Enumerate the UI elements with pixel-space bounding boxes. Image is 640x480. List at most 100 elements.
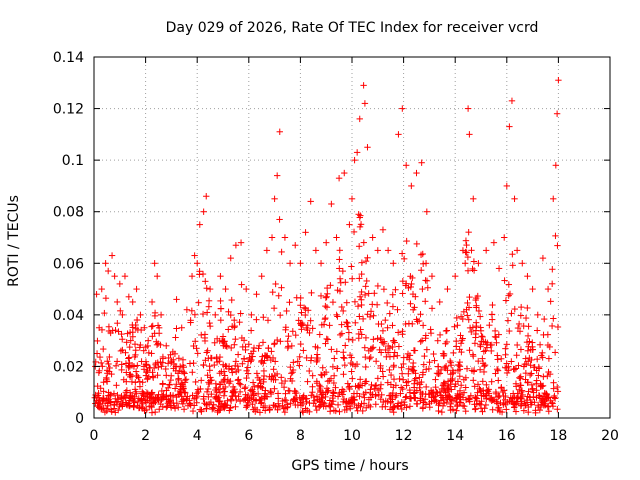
data-point [508,97,516,105]
data-point-cloud [323,335,330,343]
data-point-cloud [402,394,409,401]
data-point-cloud [503,369,511,377]
data-point-cloud [323,293,330,300]
data-point-cloud [524,347,532,354]
data-point [513,247,521,254]
data-point-cloud [209,404,216,411]
data-point-cloud [508,358,515,365]
data-point-cloud [260,375,267,383]
data-point-cloud [206,367,214,374]
data-point-cloud [308,289,315,297]
data-point-cloud [525,323,532,330]
data-point-cloud [309,325,316,332]
data-point-cloud [227,377,234,385]
data-point-cloud [470,258,478,265]
data-point-cloud [173,381,180,388]
data-point-cloud [394,352,401,359]
data-point-cloud [149,322,156,330]
data-point-cloud [158,396,165,403]
data-point-cloud [393,392,400,399]
data-point-cloud [476,366,484,373]
data-point-cloud [225,365,233,373]
data-point-cloud [506,327,513,335]
data-point [333,234,340,241]
data-point-cloud [306,399,313,407]
data-point-cloud [367,353,374,361]
data-point [553,110,561,117]
data-point-cloud [257,396,264,404]
data-point-cloud [182,376,190,383]
data-point-cloud [159,359,166,366]
data-point-cloud [133,316,141,324]
data-point [168,358,175,365]
data-point-cloud [439,382,447,389]
data-point [539,254,547,262]
data-point-cloud [417,311,424,318]
data-point-cloud [101,309,108,317]
data-point-cloud [236,380,243,387]
data-point-cloud [464,267,472,274]
data-point-cloud [347,405,354,412]
data-point-cloud [432,376,439,383]
data-point-cloud [346,351,354,359]
data-point-cloud [436,370,444,377]
data-point-cloud [234,377,242,384]
data-point-cloud [363,277,370,285]
data-point-cloud [358,270,365,278]
data-point-cloud [261,402,269,410]
data-point-cloud [328,346,335,353]
data-point-cloud [480,368,488,376]
data-point-cloud [518,387,526,394]
data-point-cloud [372,391,379,398]
data-point-cloud [352,319,359,327]
data-point-cloud [356,214,364,221]
data-point-cloud [91,394,98,401]
data-point-cloud [144,375,151,383]
data-point-cloud [238,281,245,288]
data-point-cloud [386,310,393,317]
data-point-cloud [333,348,341,355]
data-point [444,285,451,293]
data-point-cloud [144,367,151,375]
data-point [466,131,473,138]
data-point-cloud [283,307,290,315]
data-point-cloud [271,340,278,347]
data-point-cloud [494,367,502,374]
data-point [119,311,126,319]
data-point-cloud [108,408,115,415]
data-point-cloud [299,409,307,416]
data-point-cloud [354,407,361,415]
data-point-cloud [538,397,546,405]
data-point-cloud [309,389,316,396]
data-point [323,239,330,246]
data-point [379,226,387,233]
data-point-cloud [238,334,246,342]
data-point-cloud [201,331,209,338]
data-point-cloud [444,385,451,392]
data-point-cloud [273,370,281,378]
data-point-cloud [148,323,155,330]
data-point-cloud [471,401,478,408]
data-point-cloud [110,390,118,397]
data-point-cloud [114,391,121,399]
data-point-cloud [443,327,451,334]
data-point-cloud [338,321,345,328]
data-point-cloud [149,369,156,376]
data-point-cloud [249,353,256,360]
data-point-cloud [336,408,343,415]
data-point-cloud [249,400,256,408]
data-point-cloud [129,324,137,331]
data-point-cloud [103,377,111,385]
y-axis-label: ROTI / TECUs [6,195,22,287]
data-point-cloud [323,385,331,392]
data-point [346,221,353,228]
data-point [328,200,335,208]
data-point-cloud [554,388,562,395]
data-point-cloud [277,338,284,345]
data-point-cloud [379,368,386,375]
data-point-cloud [522,355,529,362]
data-point [519,260,526,267]
data-point-cloud [373,301,381,308]
data-point-cloud [517,402,524,409]
data-point-cloud [346,383,353,390]
